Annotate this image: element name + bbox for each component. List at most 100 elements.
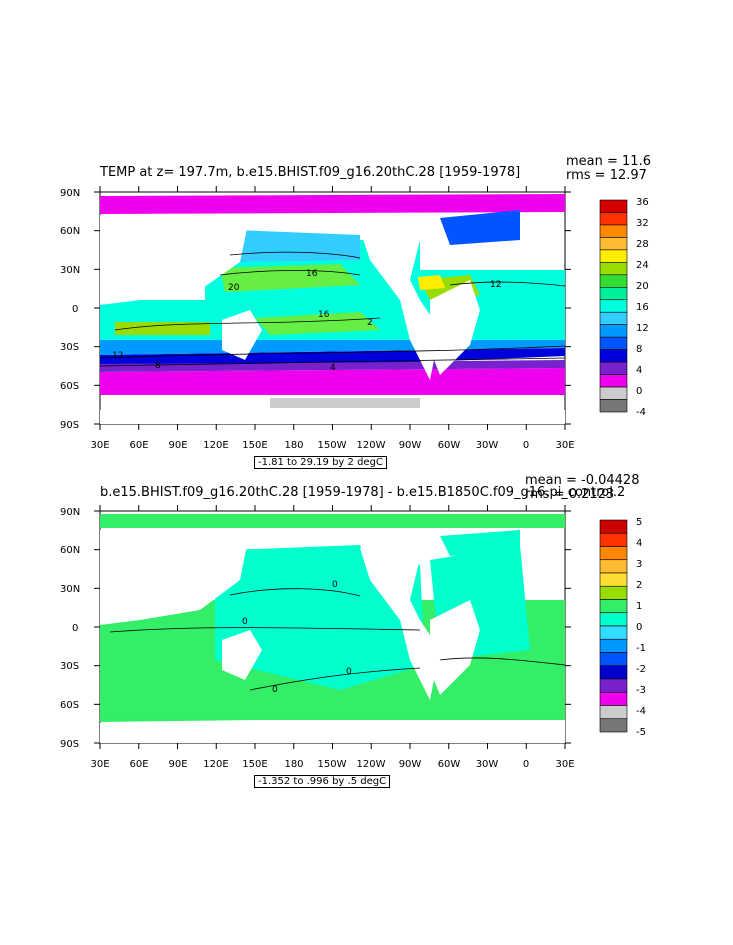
- ocean-fill-antarctic-grey: [270, 398, 420, 408]
- lat-tick-label: 30S: [60, 661, 79, 672]
- colorbar-swatch: [599, 519, 628, 534]
- lon-axis: 30E 60E 90E 120E 150E 180 150W 120W 90W …: [90, 440, 574, 451]
- lat-tick-label: 90S: [60, 420, 79, 431]
- ocean-fill-gulf-yellow: [418, 275, 445, 290]
- colorbar-swatch: [599, 691, 628, 706]
- colorbar-swatches: [599, 199, 628, 413]
- lon-tick-label: 0: [523, 440, 529, 451]
- colorbar-swatch: [599, 718, 628, 733]
- land-americas: [360, 230, 440, 380]
- contour-line: [449, 281, 566, 287]
- contour-label: 16: [318, 310, 330, 320]
- colorbar-swatch: [599, 665, 628, 680]
- rms-stat: rms = 0.2123: [525, 487, 615, 502]
- colorbar-label: -1: [636, 643, 646, 654]
- lon-tick-label: 180: [284, 440, 303, 451]
- land-eurasia: [100, 530, 250, 625]
- colorbar-swatch: [599, 678, 628, 693]
- colorbar-swatch: [599, 572, 628, 587]
- lat-tick-label: 60N: [60, 226, 80, 237]
- colorbar-labels: 36 32 28 24 20 16 12 8 4 0 -4: [636, 197, 649, 418]
- lon-tick-label: 120W: [357, 759, 386, 770]
- lat-axis: 90N 60N 30N 0 30S 60S 90S: [60, 507, 80, 750]
- land-antarctica: [100, 410, 565, 424]
- lon-tick-label: 150E: [242, 440, 267, 451]
- colorbar-label: 28: [636, 239, 649, 250]
- lat-tick-label: 30S: [60, 342, 79, 353]
- colorbar-swatch: [599, 559, 628, 574]
- ocean-fill-north-atlantic-blue: [440, 210, 520, 245]
- lon-tick-label: 60W: [438, 759, 461, 770]
- mean-stat: mean = -0.04428: [525, 473, 640, 488]
- contour-line: [99, 357, 566, 367]
- contour-line: [114, 317, 381, 331]
- contour-label: 20: [228, 283, 240, 293]
- colorbar-label: -4: [636, 407, 646, 418]
- colorbar-label: 32: [636, 218, 649, 229]
- lat-axis: 90N 60N 30N 0 30S 60S 90S: [60, 188, 80, 431]
- colorbar-swatch: [599, 546, 628, 561]
- colorbar-label: -5: [636, 727, 646, 738]
- lon-tick-label: 150W: [318, 440, 347, 451]
- lon-tick-label: 0: [523, 759, 529, 770]
- colorbar-swatches: [599, 519, 628, 733]
- lat-tick-label: 0: [72, 623, 78, 634]
- contour-line: [229, 588, 361, 597]
- ocean-fill-negative-north-pacific: [230, 545, 370, 575]
- colorbar-label: 4: [636, 538, 642, 549]
- lon-tick-label: 90E: [168, 440, 187, 451]
- rms-stat: rms = 12.97: [566, 168, 647, 183]
- lat-tick-label: 90S: [60, 739, 79, 750]
- ocean-fill-southern: [100, 368, 565, 395]
- colorbar: 5 4 3 2 1 0 -1 -2 -3 -4 -5: [599, 517, 646, 738]
- lat-tick-label: 60S: [60, 381, 79, 392]
- contour-label: 12: [490, 280, 501, 290]
- colorbar-label: -3: [636, 685, 646, 696]
- contour-line: [249, 667, 421, 691]
- lon-tick-label: 120E: [203, 759, 228, 770]
- land-eurasia: [100, 215, 250, 305]
- ocean-fill-southern: [100, 712, 565, 722]
- colorbar-label: 2: [636, 580, 642, 591]
- colorbar-label: 24: [636, 260, 649, 271]
- lon-tick-label: 60E: [129, 759, 148, 770]
- lon-tick-label: 180: [284, 759, 303, 770]
- lon-tick-label: 30E: [555, 759, 574, 770]
- colorbar-swatch: [599, 705, 628, 720]
- contour-label: 0: [242, 617, 248, 627]
- colorbar-label: 16: [636, 302, 649, 313]
- land-africa: [430, 600, 480, 695]
- colorbar-label: 36: [636, 197, 649, 208]
- lon-tick-label: 30E: [90, 759, 109, 770]
- ocean-fill-pacific-teal: [205, 240, 420, 340]
- colorbar-label: 4: [636, 365, 642, 376]
- axis-ticks: [94, 186, 571, 430]
- colorbar-label: 8: [636, 344, 642, 355]
- lat-tick-label: 0: [72, 304, 78, 315]
- colorbar-label: 1: [636, 601, 642, 612]
- colorbar-swatch: [599, 638, 628, 653]
- contour-line: [439, 657, 566, 666]
- lon-tick-label: 60W: [438, 440, 461, 451]
- mean-stat: mean = 11.6: [566, 154, 651, 169]
- lon-tick-label: 90W: [399, 440, 422, 451]
- map-area: 16 20 16 12 8 4 12 2: [99, 191, 566, 425]
- colorbar-swatch: [599, 652, 628, 667]
- land-africa: [430, 280, 480, 375]
- lon-tick-label: 30W: [476, 759, 499, 770]
- colorbar-swatch: [599, 599, 628, 614]
- colorbar-swatch: [599, 585, 628, 600]
- map-area: 0 0 0 0: [99, 510, 566, 744]
- lat-tick-label: 90N: [60, 188, 80, 199]
- lon-tick-label: 60E: [129, 440, 148, 451]
- lat-tick-label: 60N: [60, 545, 80, 556]
- contour-label: 12: [112, 351, 123, 361]
- contour-label: 0: [272, 685, 278, 695]
- colorbar-label: -2: [636, 664, 646, 675]
- colorbar-label: 20: [636, 281, 649, 292]
- colorbar-swatch: [599, 612, 628, 627]
- ocean-fill-negative-pacific: [215, 565, 425, 690]
- contour-range-label: -1.352 to .996 by .5 degC: [254, 775, 391, 788]
